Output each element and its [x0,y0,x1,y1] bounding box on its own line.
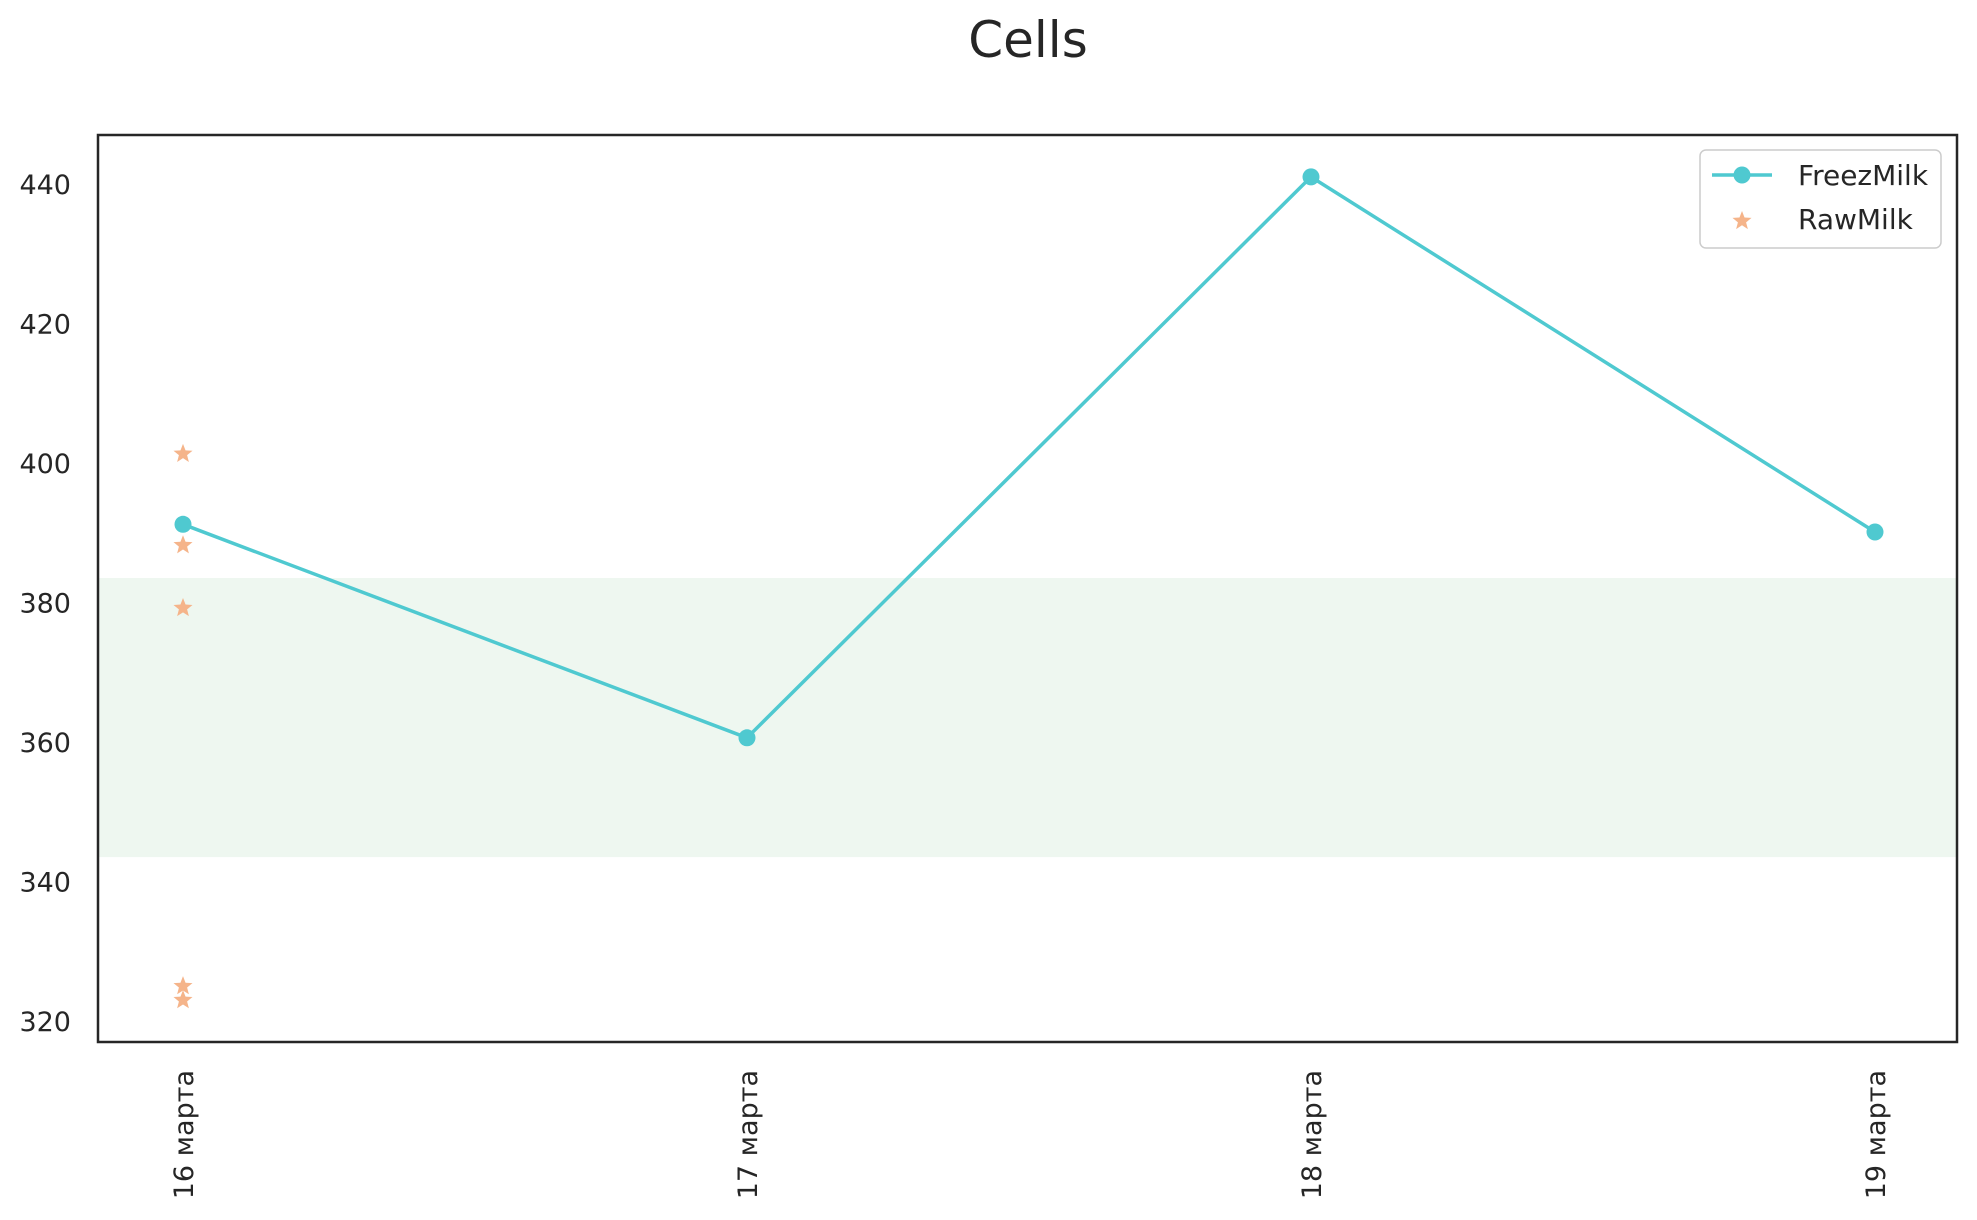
data-point [738,729,756,747]
data-point [174,515,192,533]
legend-label: FreezMilk [1798,159,1929,192]
x-tick-label: 17 марта [733,1070,764,1199]
data-point [173,990,193,1009]
series-line [182,175,1876,740]
y-tick-label: 340 [19,868,71,899]
plot-area [173,168,1884,1009]
y-tick-label: 380 [19,588,71,619]
plot-frame [96,133,1959,1044]
y-tick-label: 440 [19,170,71,201]
data-point [173,535,193,554]
y-tick-label: 400 [19,449,71,480]
data-point [1302,168,1320,186]
axes: 320 340 360 380 400 420 440 16 марта 17 марта 18 … [19,133,1959,1199]
data-point [1866,523,1884,541]
data-point [173,976,193,995]
y-tick-label: 360 [19,728,71,759]
series-FreezMilk [174,168,1884,747]
chart-title: Cells [968,11,1088,69]
shaded-band [98,578,1957,858]
x-tick-label: 18 марта [1297,1070,1328,1199]
y-tick-label: 320 [19,1007,71,1038]
x-tick-label: 19 марта [1861,1070,1892,1199]
legend-star-marker [1732,211,1752,230]
data-point [173,443,193,462]
legend-circle-marker [1733,166,1751,184]
data-point [173,598,193,617]
legend-label: RawMilk [1798,203,1914,236]
y-tick-label: 420 [19,309,71,340]
x-tick-label: 16 марта [169,1070,200,1199]
band-rect [98,578,1957,858]
legend: FreezMilk RawMilk [1699,149,1942,249]
series-RawMilk [173,443,193,1009]
